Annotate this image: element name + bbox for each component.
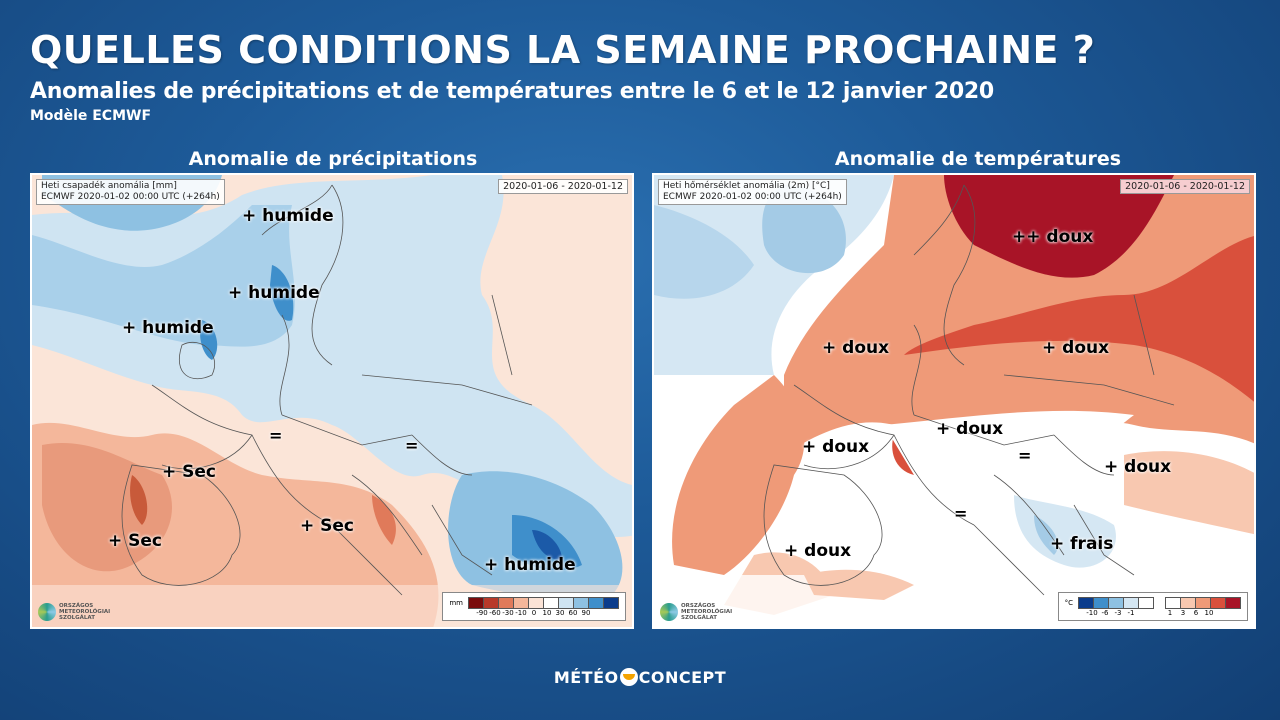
precip-label-sec-spain: + Sec — [108, 531, 163, 551]
precip-legend-tick-5: 10 — [542, 609, 552, 617]
temp-legend-cold-swatch-2 — [1108, 597, 1124, 609]
precip-legend-tick-0: -90 — [476, 609, 488, 617]
temp-legend-warm-swatch-2 — [1195, 597, 1211, 609]
precip-map-graphic — [32, 175, 632, 627]
temp-map: Heti hőmérséklet anomália (2m) [°C] ECMW… — [652, 173, 1256, 629]
precip-legend: mm -90 -60 -30 -10 0 10 30 60 90 — [442, 592, 626, 621]
page-subtitle: Anomalies de précipitations et de tempér… — [30, 79, 994, 104]
brand-right: CONCEPT — [638, 668, 727, 687]
temp-legend-warm-swatch-0 — [1165, 597, 1181, 609]
temp-legend-unit: °C — [1064, 599, 1073, 607]
temp-legend-warm-tick-2: 6 — [1193, 609, 1199, 617]
temp-legend-warm-swatch-1 — [1180, 597, 1196, 609]
temp-info-box: Heti hőmérséklet anomália (2m) [°C] ECMW… — [658, 179, 847, 205]
precip-label-sec-italy: + Sec — [300, 516, 355, 536]
precip-legend-swatch-4 — [528, 597, 544, 609]
temp-legend-warm-ticks: 1 3 6 10 — [1164, 609, 1216, 617]
temp-legend-warm-swatch-4 — [1225, 597, 1241, 609]
precip-panel-title: Anomalie de précipitations — [188, 148, 478, 170]
precip-legend-tick-7: 60 — [568, 609, 578, 617]
precip-legend-swatch-5 — [543, 597, 559, 609]
temp-legend-cold-swatches — [1078, 597, 1154, 609]
omsz-logo-line2: METEOROLÓGIAI — [681, 609, 733, 615]
precip-legend-swatches — [468, 597, 619, 609]
temp-label-frais-greece: + frais — [1050, 534, 1114, 554]
temp-legend-cold-swatch-3 — [1123, 597, 1139, 609]
temp-legend-cold-tick-1: -6 — [1101, 609, 1109, 617]
precip-label-humide-north: + humide — [242, 206, 334, 226]
precip-info-box: Heti csapadék anomália [mm] ECMWF 2020-0… — [36, 179, 225, 205]
temp-legend-cold-tick-0: -10 — [1086, 609, 1098, 617]
precip-map: Heti csapadék anomália [mm] ECMWF 2020-0… — [30, 173, 634, 629]
brand-sun-icon — [619, 668, 638, 686]
temp-label-doux-spain: + doux — [784, 541, 852, 561]
precip-legend-tick-2: -30 — [502, 609, 514, 617]
omsz-logo-line3: SZOLGÁLAT — [681, 615, 717, 621]
omsz-logo-precip: ORSZÁGOS METEOROLÓGIAI SZOLGÁLAT — [38, 603, 110, 621]
temp-legend-cold-swatch-1 — [1093, 597, 1109, 609]
omsz-logo-line3: SZOLGÁLAT — [59, 615, 95, 621]
precip-label-humide-norway: + humide — [228, 283, 320, 303]
precip-legend-tick-3: -10 — [515, 609, 527, 617]
page-title: QUELLES CONDITIONS LA SEMAINE PROCHAINE … — [30, 28, 1096, 72]
omsz-logo-icon — [38, 603, 56, 621]
temp-legend-cold-tick-2: -3 — [1114, 609, 1122, 617]
precip-info-line2: ECMWF 2020-01-02 00:00 UTC (+264h) — [41, 192, 220, 202]
temp-legend-warm-swatch-3 — [1210, 597, 1226, 609]
omsz-logo-line2: METEOROLÓGIAI — [59, 609, 111, 615]
temp-label-equal-italy: = — [954, 504, 968, 523]
omsz-logo-line1: ORSZÁGOS — [59, 603, 94, 609]
precip-label-equal-france: = — [269, 426, 283, 445]
temp-label-doux-turkey: + doux — [1104, 457, 1172, 477]
precip-legend-tick-8: 90 — [581, 609, 591, 617]
precip-label-equal-balkans: = — [405, 436, 419, 455]
omsz-logo-temp: ORSZÁGOS METEOROLÓGIAI SZOLGÁLAT — [660, 603, 732, 621]
temp-legend-cold-tick-3: -1 — [1127, 609, 1135, 617]
temp-legend-warm-tick-3: 10 — [1204, 609, 1214, 617]
precip-legend-swatch-0 — [468, 597, 484, 609]
precip-label-sec-france: + Sec — [162, 462, 217, 482]
temp-map-graphic — [654, 175, 1254, 627]
precip-legend-swatch-3 — [513, 597, 529, 609]
precip-legend-tick-1: -60 — [489, 609, 501, 617]
temp-label-doux-north: + doux — [822, 338, 890, 358]
temp-label-doux-alps: + doux — [936, 419, 1004, 439]
precip-legend-swatch-9 — [603, 597, 619, 609]
temp-info-line1: Heti hőmérséklet anomália (2m) [°C] — [663, 181, 830, 191]
precip-legend-tick-4: 0 — [531, 609, 537, 617]
model-name: Modèle ECMWF — [30, 108, 152, 124]
temp-label-doux-france: + doux — [802, 437, 870, 457]
precip-legend-swatch-2 — [498, 597, 514, 609]
temp-legend-cold-ticks: -10 -6 -3 -1 — [1079, 609, 1138, 617]
precip-label-humide-uk: + humide — [122, 318, 214, 338]
temp-label-doux-east: + doux — [1042, 338, 1110, 358]
temp-label-ppdoux-russia: ++ doux — [1012, 227, 1094, 247]
precip-legend-swatch-6 — [558, 597, 574, 609]
precip-date-range: 2020-01-06 - 2020-01-12 — [498, 179, 628, 194]
brand-left: MÉTÉO — [553, 668, 619, 687]
temp-info-line2: ECMWF 2020-01-02 00:00 UTC (+264h) — [663, 192, 842, 202]
omsz-logo-line1: ORSZÁGOS — [681, 603, 716, 609]
precip-label-humide-greece: + humide — [484, 555, 576, 575]
omsz-logo-icon — [660, 603, 678, 621]
temp-legend-warm-swatches — [1165, 597, 1241, 609]
temp-date-range: 2020-01-06 - 2020-01-12 — [1120, 179, 1250, 194]
precip-legend-swatch-1 — [483, 597, 499, 609]
precip-legend-unit: mm — [449, 599, 463, 607]
temp-label-equal-balkans: = — [1018, 446, 1032, 465]
precip-legend-tick-6: 30 — [555, 609, 565, 617]
meteo-concept-logo: MÉTÉO CONCEPT — [0, 668, 1280, 687]
precip-legend-ticks: -90 -60 -30 -10 0 10 30 60 90 — [469, 609, 619, 617]
precip-legend-swatch-7 — [573, 597, 589, 609]
temp-panel-title: Anomalie de températures — [834, 148, 1122, 170]
precip-info-line1: Heti csapadék anomália [mm] — [41, 181, 177, 191]
temp-legend-warm-tick-0: 1 — [1167, 609, 1173, 617]
temp-legend: °C -10 -6 -3 -1 1 3 6 10 — [1057, 592, 1248, 621]
precip-legend-swatch-8 — [588, 597, 604, 609]
temp-legend-cold-swatch-4 — [1138, 597, 1154, 609]
temp-legend-warm-tick-1: 3 — [1180, 609, 1186, 617]
temp-legend-cold-swatch-0 — [1078, 597, 1094, 609]
